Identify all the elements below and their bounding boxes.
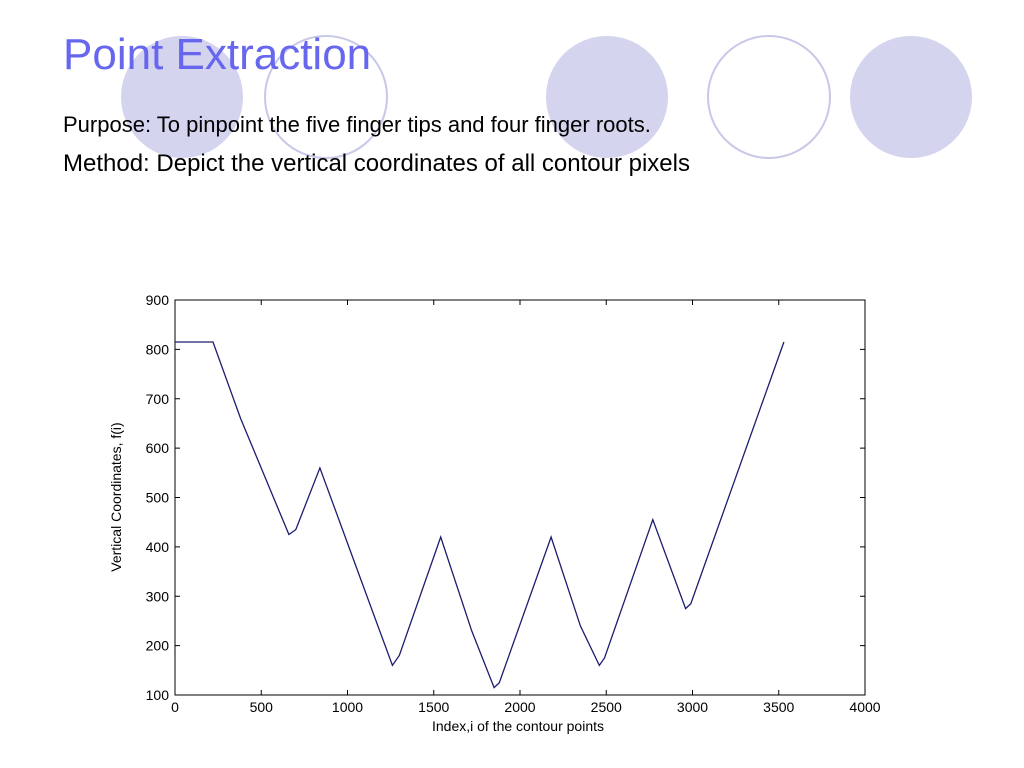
y-tick-label: 100 [146, 687, 170, 703]
vertical-coordinates-chart: 100 200 300 400 500 600 700 800 900 0 500 1000 1500… [108, 292, 881, 734]
y-tick-label: 900 [146, 292, 170, 308]
deco-circle-outline-2 [707, 35, 831, 159]
x-axis-ticks: 0 500 1000 1500 2000 2500 3000 3500 4000 [171, 300, 881, 715]
x-tick-label: 1500 [418, 699, 449, 715]
method-text: Method: Depict the vertical coordinates … [63, 150, 690, 177]
plot-area [174, 299, 866, 696]
deco-circle-outline-1 [264, 35, 388, 159]
x-tick-label: 500 [250, 699, 274, 715]
y-tick-label: 700 [146, 391, 170, 407]
y-axis-ticks: 100 200 300 400 500 600 700 800 900 [146, 292, 865, 703]
deco-circle-filled-3 [850, 36, 972, 158]
x-tick-label: 0 [171, 699, 179, 715]
y-tick-label: 500 [146, 490, 170, 506]
y-tick-label: 600 [146, 440, 170, 456]
x-axis-label: Index,i of the contour points [432, 718, 604, 734]
y-tick-label: 400 [146, 539, 170, 555]
x-tick-label: 3500 [763, 699, 794, 715]
deco-circle-filled-1 [121, 36, 243, 158]
y-axis-label: Vertical Coordinates, f(i) [108, 422, 124, 571]
purpose-text: Purpose: To pinpoint the five finger tip… [63, 112, 651, 137]
deco-circle-filled-2 [546, 36, 668, 158]
x-tick-label: 3000 [677, 699, 708, 715]
slide-title: Point Extraction [63, 30, 372, 79]
y-tick-label: 200 [146, 638, 170, 654]
x-tick-label: 2000 [504, 699, 535, 715]
series-line [175, 341, 785, 689]
decorative-circles [121, 35, 972, 159]
x-tick-label: 1000 [332, 699, 363, 715]
y-tick-label: 800 [146, 341, 170, 357]
y-tick-label: 300 [146, 588, 170, 604]
x-tick-label: 4000 [849, 699, 880, 715]
x-tick-label: 2500 [591, 699, 622, 715]
